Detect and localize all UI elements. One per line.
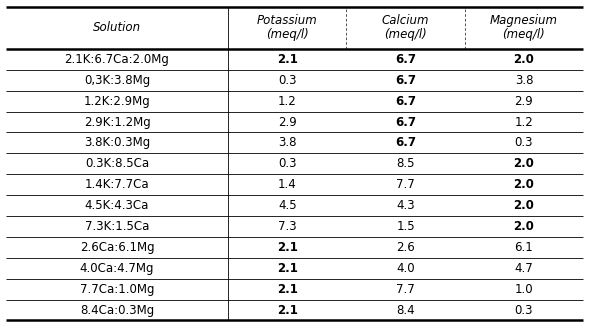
- Text: 0.3: 0.3: [515, 136, 533, 149]
- Text: 2.0: 2.0: [514, 178, 534, 191]
- Text: 7.3K:1.5Ca: 7.3K:1.5Ca: [85, 220, 149, 233]
- Text: 1.5: 1.5: [396, 220, 415, 233]
- Text: 0,3K:3.8Mg: 0,3K:3.8Mg: [84, 74, 150, 87]
- Text: 6.7: 6.7: [395, 53, 416, 66]
- Text: 0.3: 0.3: [278, 157, 296, 170]
- Text: 8.5: 8.5: [396, 157, 415, 170]
- Text: (meq/l): (meq/l): [266, 28, 309, 42]
- Text: 7.3: 7.3: [278, 220, 297, 233]
- Text: Calcium: Calcium: [382, 14, 429, 27]
- Text: Solution: Solution: [93, 21, 141, 34]
- Text: 4.0Ca:4.7Mg: 4.0Ca:4.7Mg: [80, 262, 154, 275]
- Text: 2.9: 2.9: [278, 115, 297, 129]
- Text: 2.6: 2.6: [396, 241, 415, 254]
- Text: 1.4: 1.4: [278, 178, 297, 191]
- Text: 2.0: 2.0: [514, 199, 534, 212]
- Text: 6.7: 6.7: [395, 136, 416, 149]
- Text: 6.7: 6.7: [395, 95, 416, 108]
- Text: 2.1: 2.1: [277, 53, 297, 66]
- Text: 3.8: 3.8: [515, 74, 533, 87]
- Text: 6.1: 6.1: [515, 241, 533, 254]
- Text: (meq/l): (meq/l): [502, 28, 545, 42]
- Text: 1.2K:2.9Mg: 1.2K:2.9Mg: [84, 95, 150, 108]
- Text: 2.0: 2.0: [514, 53, 534, 66]
- Text: 6.7: 6.7: [395, 115, 416, 129]
- Text: Potassium: Potassium: [257, 14, 317, 27]
- Text: 2.1: 2.1: [277, 283, 297, 296]
- Text: 0.3K:8.5Ca: 0.3K:8.5Ca: [85, 157, 149, 170]
- Text: 4.5: 4.5: [278, 199, 297, 212]
- Text: 2.1: 2.1: [277, 262, 297, 275]
- Text: 7.7: 7.7: [396, 178, 415, 191]
- Text: 2.6Ca:6.1Mg: 2.6Ca:6.1Mg: [80, 241, 154, 254]
- Text: 6.7: 6.7: [395, 74, 416, 87]
- Text: 3.8K:0.3Mg: 3.8K:0.3Mg: [84, 136, 150, 149]
- Text: 1.2: 1.2: [515, 115, 533, 129]
- Text: Magnesium: Magnesium: [490, 14, 558, 27]
- Text: 2.9K:1.2Mg: 2.9K:1.2Mg: [84, 115, 150, 129]
- Text: 0.3: 0.3: [278, 74, 296, 87]
- Text: 8.4Ca:0.3Mg: 8.4Ca:0.3Mg: [80, 303, 154, 317]
- Text: 4.5K:4.3Ca: 4.5K:4.3Ca: [85, 199, 149, 212]
- Text: 4.0: 4.0: [396, 262, 415, 275]
- Text: 2.1: 2.1: [277, 303, 297, 317]
- Text: 1.2: 1.2: [278, 95, 297, 108]
- Text: 4.7: 4.7: [515, 262, 533, 275]
- Text: 8.4: 8.4: [396, 303, 415, 317]
- Text: 7.7: 7.7: [396, 283, 415, 296]
- Text: 2.0: 2.0: [514, 157, 534, 170]
- Text: 2.9: 2.9: [515, 95, 533, 108]
- Text: 2.0: 2.0: [514, 220, 534, 233]
- Text: (meq/l): (meq/l): [384, 28, 427, 42]
- Text: 2.1K:6.7Ca:2.0Mg: 2.1K:6.7Ca:2.0Mg: [65, 53, 170, 66]
- Text: 2.1: 2.1: [277, 241, 297, 254]
- Text: 1.0: 1.0: [515, 283, 533, 296]
- Text: 0.3: 0.3: [515, 303, 533, 317]
- Text: 3.8: 3.8: [278, 136, 296, 149]
- Text: 4.3: 4.3: [396, 199, 415, 212]
- Text: 7.7Ca:1.0Mg: 7.7Ca:1.0Mg: [80, 283, 154, 296]
- Text: 1.4K:7.7Ca: 1.4K:7.7Ca: [85, 178, 150, 191]
